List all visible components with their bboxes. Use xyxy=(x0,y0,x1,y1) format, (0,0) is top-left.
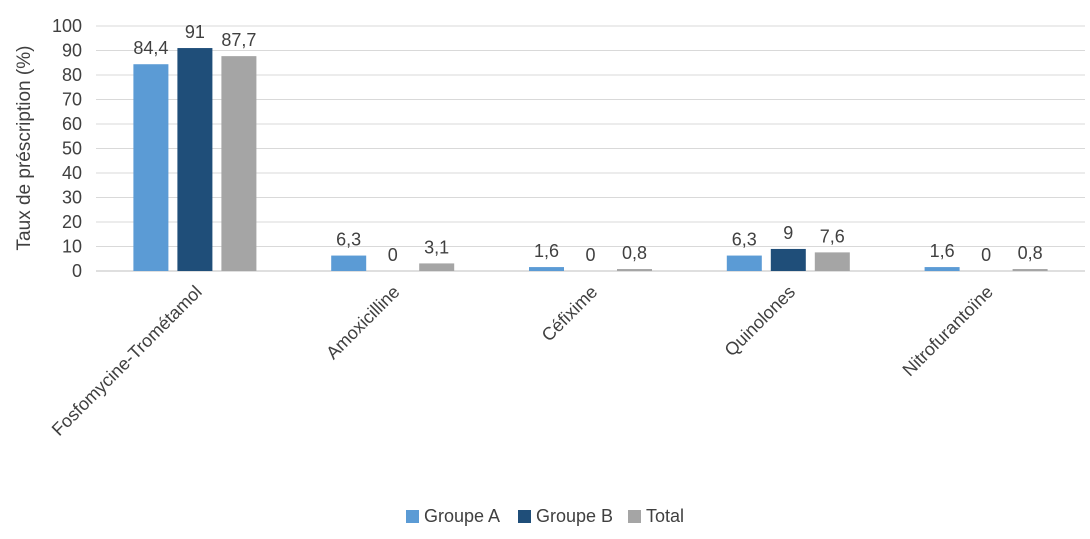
legend-swatch xyxy=(628,510,641,523)
bar-groupe-a xyxy=(529,267,564,271)
y-tick-label: 90 xyxy=(62,41,82,61)
y-tick-label: 0 xyxy=(72,261,82,281)
bar-total xyxy=(814,252,850,271)
bar-groupe-a xyxy=(924,267,960,271)
legend-label: Groupe B xyxy=(536,506,613,526)
y-tick-label: 60 xyxy=(62,114,82,134)
legend-label: Groupe A xyxy=(424,506,500,526)
bar-groupe-a xyxy=(331,255,367,271)
data-label: 0,8 xyxy=(622,243,647,263)
x-tick-label: Amoxicilline xyxy=(322,282,403,363)
bar-groupe-b xyxy=(177,48,213,271)
x-tick-label: Céfixime xyxy=(538,282,602,346)
gridlines xyxy=(96,25,1085,272)
data-label: 0,8 xyxy=(1018,243,1043,263)
y-tick-label: 50 xyxy=(62,139,82,159)
data-label: 87,7 xyxy=(221,30,256,50)
data-label: 6,3 xyxy=(336,230,361,250)
y-tick-label: 40 xyxy=(62,163,82,183)
legend-label: Total xyxy=(646,506,684,526)
data-label: 0 xyxy=(981,245,991,265)
x-tick-label: Fosfomycine-Trométamol xyxy=(48,282,206,440)
data-labels: 84,4 91 87,7 6,3 0 3,1 1,6 0 0,8 6,3 9 7,6 1,6 0 0,8 xyxy=(133,22,1042,265)
legend-swatch xyxy=(518,510,531,523)
y-tick-label: 20 xyxy=(62,212,82,232)
bar-groupe-a xyxy=(726,255,762,271)
x-tick-label: Quinolones xyxy=(721,282,800,361)
bar-total xyxy=(221,56,257,272)
x-tick-label: Nitrofurantoïne xyxy=(899,282,997,380)
bars xyxy=(133,48,1048,272)
bar-groupe-a xyxy=(133,64,169,271)
y-tick-label: 80 xyxy=(62,65,82,85)
data-label: 84,4 xyxy=(133,38,168,58)
bar-total xyxy=(1012,269,1048,271)
y-axis-ticks: 0 10 20 30 40 50 60 70 80 90 100 xyxy=(52,16,82,281)
x-axis-ticks: Fosfomycine-Trométamol Amoxicilline Céfixi… xyxy=(48,282,997,440)
bar-total xyxy=(617,269,652,271)
y-tick-label: 30 xyxy=(62,188,82,208)
bar-total xyxy=(419,263,455,271)
legend-swatch xyxy=(406,510,419,523)
data-label: 91 xyxy=(185,22,205,42)
data-label: 0 xyxy=(388,245,398,265)
y-tick-label: 10 xyxy=(62,237,82,257)
data-label: 0 xyxy=(585,245,595,265)
y-axis-title: Taux de préscription (%) xyxy=(14,46,35,251)
data-label: 1,6 xyxy=(534,241,559,261)
data-label: 3,1 xyxy=(424,237,449,257)
data-label: 1,6 xyxy=(930,241,955,261)
data-label: 6,3 xyxy=(732,230,757,250)
data-label: 7,6 xyxy=(820,226,845,246)
data-label: 9 xyxy=(783,223,793,243)
y-tick-label: 70 xyxy=(62,90,82,110)
y-tick-label: 100 xyxy=(52,16,82,36)
bar-groupe-b xyxy=(770,248,806,271)
legend: Groupe A Groupe B Total xyxy=(406,506,684,526)
